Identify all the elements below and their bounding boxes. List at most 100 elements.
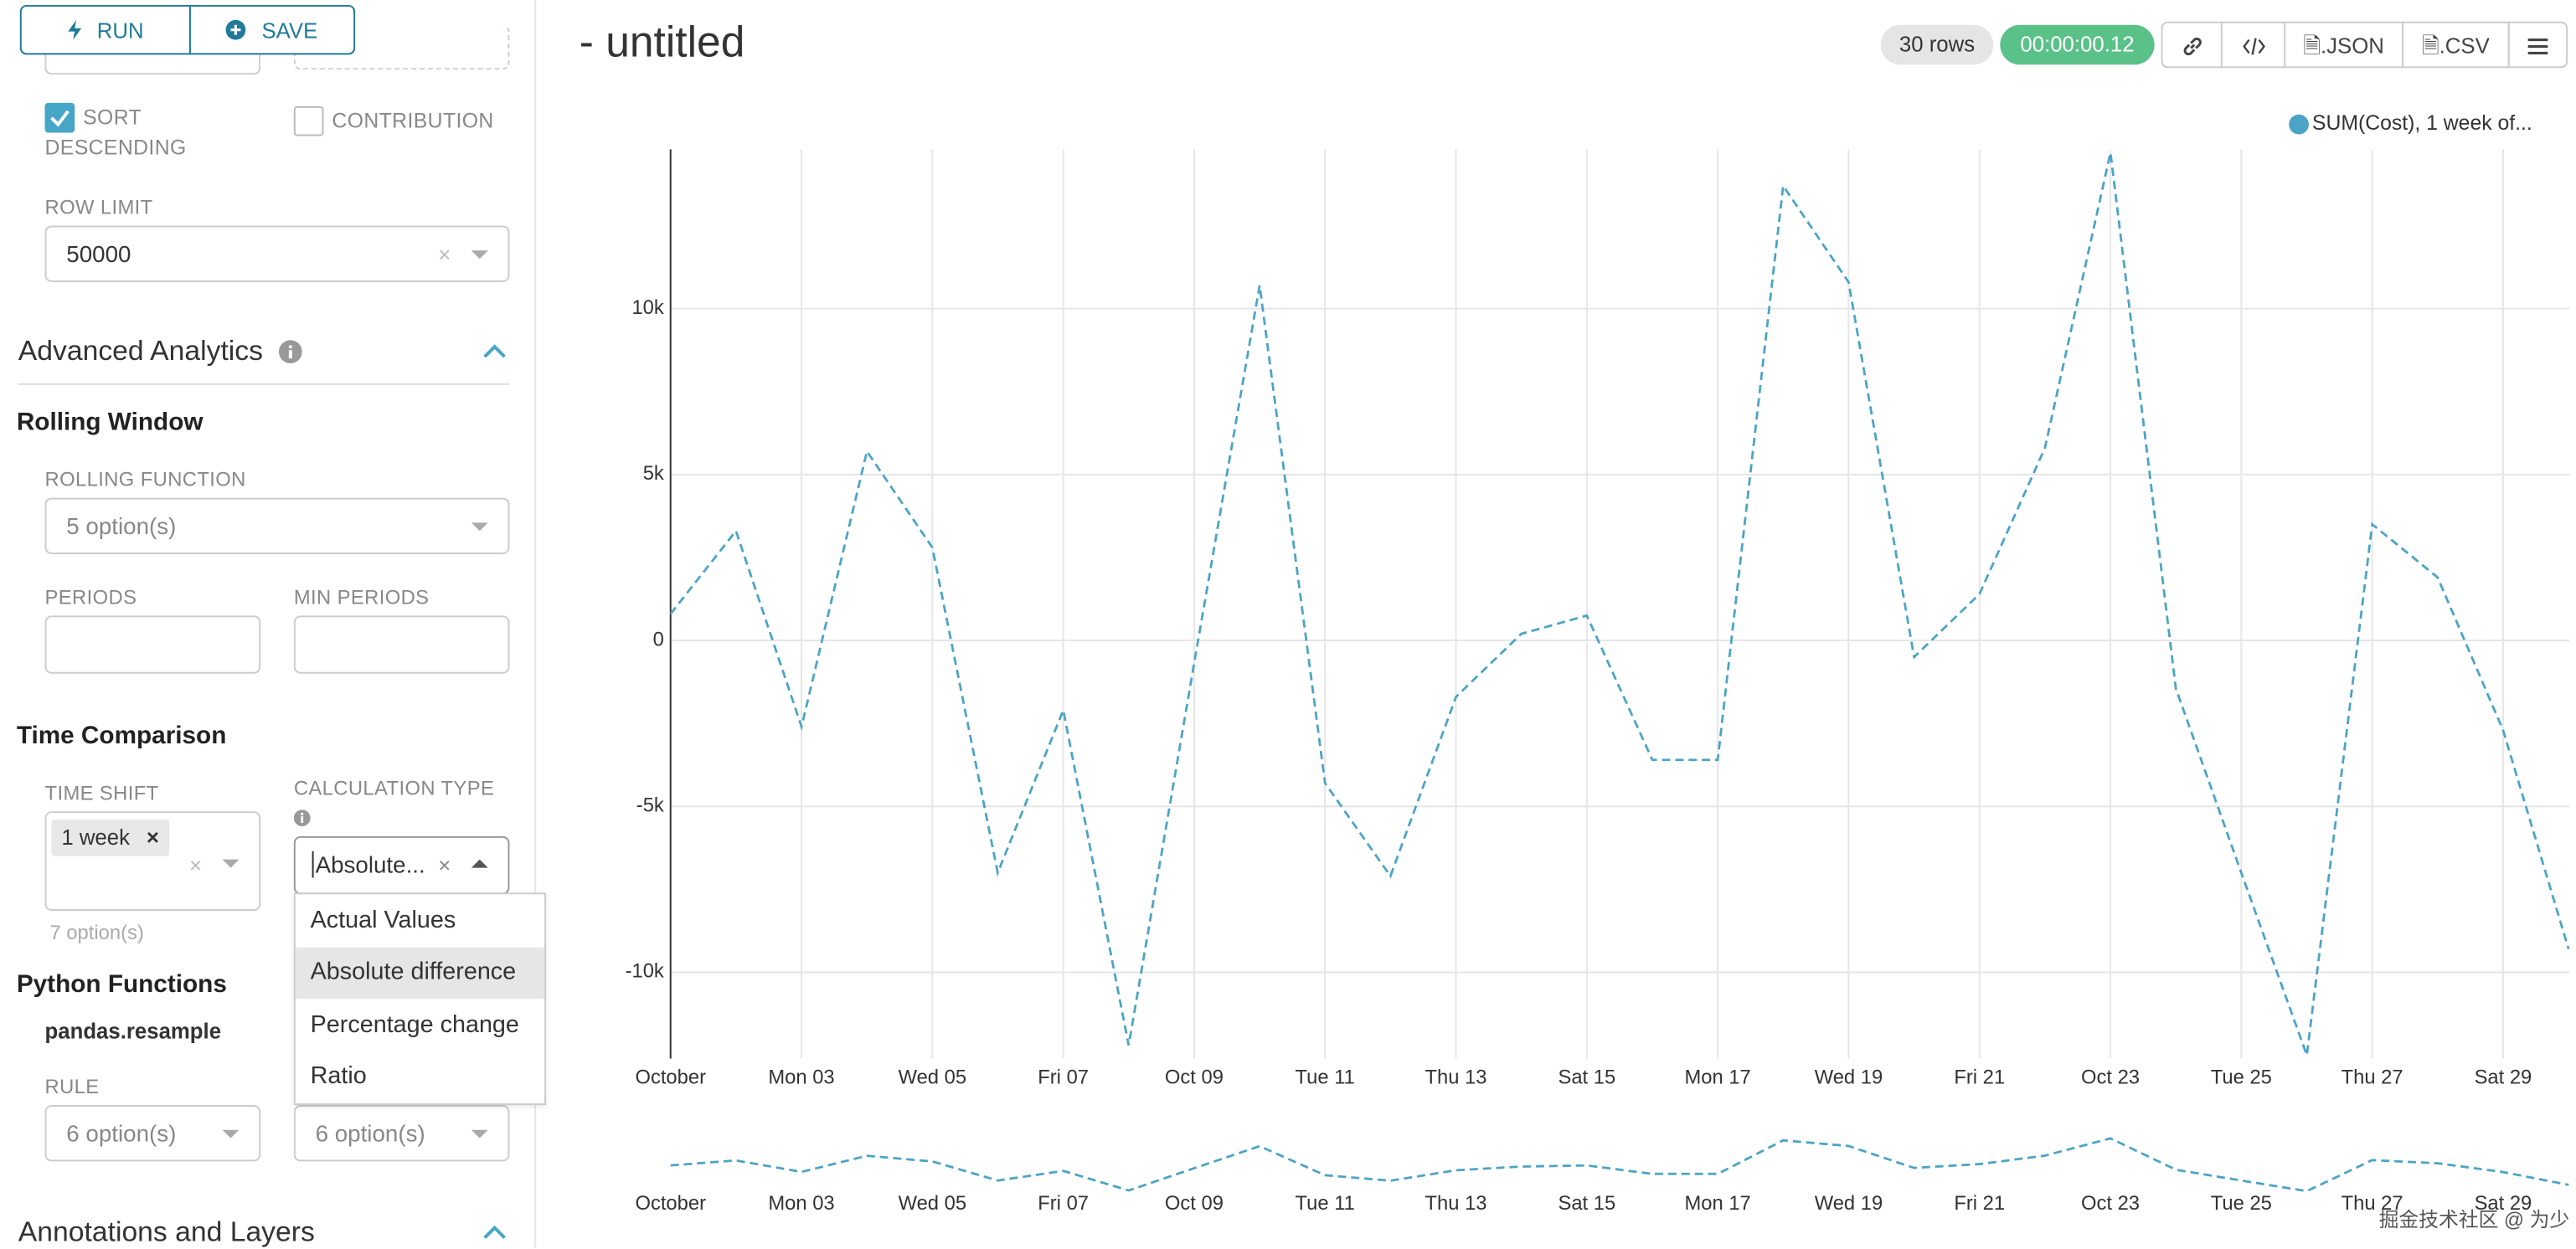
info-icon[interactable] [293, 810, 311, 827]
x-tick-label: Wed 19 [1815, 1067, 1883, 1089]
tag-remove[interactable]: × [146, 825, 159, 850]
select-placeholder: 6 option(s) [66, 1119, 177, 1147]
caret [471, 1129, 488, 1138]
legend-label: SUM(Cost), 1 week of... [2312, 112, 2532, 135]
y-tick-label: -10k [626, 960, 664, 983]
dropdown-menu: Actual Values Absolute difference Percen… [293, 892, 547, 1106]
brush-x-tick-label: Sat 29 [2475, 1192, 2532, 1215]
group-title: Rolling Window [16, 408, 204, 437]
select-placeholder: 5 option(s) [66, 512, 177, 540]
brush-x-tick-label: Oct 23 [2081, 1192, 2140, 1215]
checkbox-label: CONTRIBUTION [332, 109, 494, 133]
group-title: Time Comparison [16, 722, 227, 750]
json-label: 🗎 [2303, 33, 2321, 59]
y-tick-label: 0 [653, 628, 664, 650]
menu-icon [2527, 38, 2548, 55]
row-count: 30 rows [1880, 24, 1994, 65]
brush-x-tick-label: Fri 21 [1954, 1192, 2005, 1215]
caret [471, 250, 488, 260]
brush-x-tick-label: Oct 09 [1165, 1192, 1224, 1215]
x-tick-label: October [635, 1067, 706, 1089]
checkbox[interactable] [293, 105, 324, 136]
group-title: Python Functions [16, 970, 227, 1000]
field-label: CALCULATION TYPE [293, 776, 495, 800]
series-line [669, 152, 2570, 1056]
control-panel: RUN SAVE SORT DESCENDING CONTRIBUTION RO… [0, 0, 537, 1248]
caret [222, 1129, 240, 1138]
y-tick-label: 5k [643, 462, 664, 485]
x-tick-label: Tue 11 [1296, 1067, 1355, 1089]
x-tick-label: Oct 23 [2081, 1067, 2140, 1089]
x-tick-label: Tue 25 [2211, 1067, 2272, 1089]
csv-button[interactable]: 🗎.CSV [2401, 21, 2510, 69]
run-label: RUN [96, 17, 144, 43]
x-tick-label: Fri 21 [1954, 1067, 2005, 1089]
select[interactable]: 6 option(s) [293, 1105, 510, 1162]
field-label: PERIODS [44, 585, 137, 609]
section-title: Advanced Analytics [18, 335, 263, 368]
save-button[interactable]: SAVE [189, 7, 353, 53]
checkbox[interactable] [44, 102, 75, 133]
clear-icon[interactable]: × [438, 852, 451, 878]
collapse-icon[interactable] [483, 343, 507, 358]
dropdown-option[interactable]: Actual Values [310, 907, 456, 934]
clear-icon[interactable]: × [188, 852, 202, 878]
input[interactable] [293, 615, 510, 674]
brush-x-tick-label: Wed 05 [899, 1192, 966, 1215]
subgroup-title: pandas.resample [44, 1018, 222, 1044]
csv-icon: 🗎 [2421, 33, 2439, 59]
link-icon [2182, 37, 2201, 56]
field-label: RULE [44, 1075, 100, 1099]
tag[interactable]: 1 week × [51, 820, 169, 856]
info-icon[interactable] [278, 340, 302, 364]
collapse-icon[interactable] [483, 1225, 507, 1240]
button-group: RUN SAVE [19, 4, 356, 55]
json-label: .JSON [2320, 33, 2384, 59]
csv-label: .CSV [2439, 33, 2490, 59]
x-tick-label: Fri 07 [1038, 1067, 1089, 1089]
brush-x-tick-label: Mon 03 [768, 1192, 834, 1215]
bolt-icon [69, 19, 82, 40]
dropdown-option[interactable]: Absolute difference [295, 947, 545, 1000]
select-placeholder: 6 option(s) [315, 1119, 425, 1147]
run-button[interactable]: RUN [22, 6, 191, 54]
x-tick-label: Thu 13 [1425, 1067, 1487, 1089]
watermark: 掘金技术社区 @ 为少 [2379, 1209, 2569, 1231]
divider [18, 383, 510, 385]
field-label: ROLLING FUNCTION [44, 467, 246, 491]
x-tick-label: Sat 29 [2475, 1067, 2532, 1089]
brush-x-tick-label: October [635, 1192, 706, 1215]
caret [222, 859, 240, 868]
menu-button[interactable] [2507, 21, 2568, 69]
caret [471, 859, 488, 868]
x-tick-label: Sat 15 [1558, 1067, 1615, 1089]
field-label: MIN PERIODS [293, 585, 430, 609]
select[interactable]: 6 option(s) [44, 1105, 261, 1162]
checkbox-label: SORT DESCENDING [44, 105, 187, 160]
hint: 7 option(s) [49, 921, 144, 944]
legend-marker [2289, 114, 2309, 135]
y-tick-label: 10k [631, 296, 663, 319]
tag-label: 1 week [61, 825, 130, 850]
chart-title: - untitled [579, 16, 745, 67]
dropdown-option[interactable]: Ratio [310, 1063, 367, 1091]
clear-icon[interactable]: × [438, 242, 451, 268]
multi-select[interactable]: 1 week × × [44, 811, 261, 912]
dropdown-option[interactable]: Percentage change [310, 1012, 519, 1039]
select[interactable]: 50000 × [44, 225, 510, 282]
x-tick-label: Oct 09 [1165, 1067, 1224, 1089]
select[interactable]: 5 option(s) [44, 497, 510, 554]
x-tick-label: Thu 27 [2342, 1067, 2403, 1089]
caret [471, 522, 488, 532]
y-tick-label: -5k [636, 794, 664, 817]
brush-x-tick-label: Tue 11 [1296, 1192, 1355, 1215]
section-title: Annotations and Layers [18, 1216, 315, 1248]
input[interactable] [44, 615, 261, 674]
json-button[interactable]: 🗎.JSON [2284, 21, 2403, 69]
check-icon [50, 110, 70, 127]
select-value: 50000 [66, 240, 131, 268]
